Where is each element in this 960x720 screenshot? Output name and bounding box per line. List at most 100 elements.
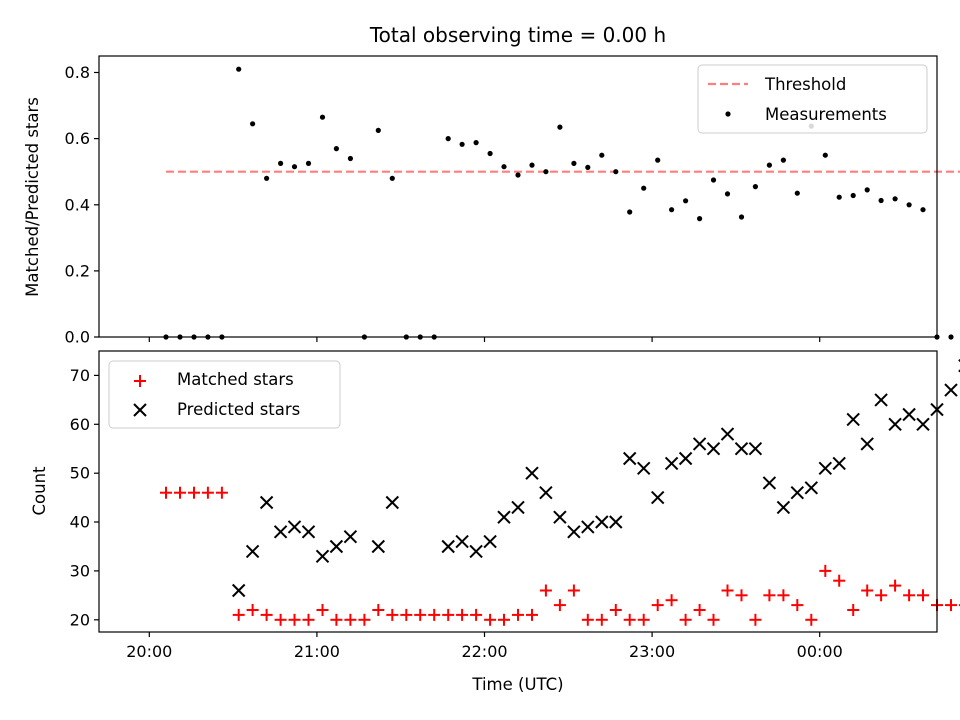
predicted-star-point xyxy=(734,441,749,456)
measurement-point xyxy=(389,175,395,181)
predicted-star-point xyxy=(581,520,595,534)
matched-star-point xyxy=(917,589,929,602)
bottom-y-tick-label: 70 xyxy=(70,366,90,385)
measurement-point xyxy=(515,172,521,178)
matched-star-point xyxy=(539,584,552,597)
top-panel: 0.00.20.40.60.8 Matched/Predicted stars … xyxy=(23,55,960,347)
chart-title: Total observing time = 0.00 h xyxy=(369,23,666,47)
matched-star-point xyxy=(749,613,762,626)
matched-star-point xyxy=(372,604,385,616)
matched-star-point xyxy=(609,604,622,616)
measurement-point xyxy=(738,214,745,220)
measurement-point xyxy=(333,146,339,152)
predicted-star-point xyxy=(622,451,637,466)
bottom-y-axis-label: Count xyxy=(30,466,49,516)
predicted-star-point xyxy=(455,534,469,549)
measurement-point xyxy=(305,160,312,166)
bottom-y-tick-label: 60 xyxy=(70,415,90,434)
predicted-star-point xyxy=(874,393,888,407)
predicted-star-point xyxy=(902,407,916,422)
top-y-axis: 0.0 0.2 0.4 0.6 0.8 xyxy=(65,63,99,347)
matched-star-point xyxy=(201,486,214,499)
matched-star-point xyxy=(623,613,636,626)
legend-matched-marker xyxy=(134,375,146,387)
matched-star-point xyxy=(512,608,524,621)
matched-star-point xyxy=(847,604,860,616)
measurement-point xyxy=(529,162,535,168)
matched-star-point xyxy=(302,613,315,626)
matched-star-point xyxy=(400,608,413,621)
bottom-y-tick-label: 20 xyxy=(70,610,90,629)
measurement-point xyxy=(501,164,507,170)
matched-star-point xyxy=(763,589,776,602)
matched-star-point xyxy=(344,613,357,626)
matched-star-point xyxy=(791,599,804,612)
predicted-star-point xyxy=(539,485,553,500)
bottom-y-axis: 20 30 40 50 60 70 xyxy=(70,366,99,629)
measurement-point xyxy=(710,177,717,183)
matched-star-point xyxy=(174,486,186,499)
matched-star-point xyxy=(358,613,371,626)
measurement-point xyxy=(599,152,605,158)
matched-star-point xyxy=(498,613,510,626)
measurement-point xyxy=(319,114,326,120)
measurement-point xyxy=(264,175,270,181)
predicted-star-point xyxy=(832,456,846,471)
matched-star-point xyxy=(889,579,902,592)
matched-star-point xyxy=(665,594,678,607)
measurement-point xyxy=(948,334,954,340)
bottom-y-tick-label: 50 xyxy=(70,464,90,483)
bottom-y-tick-label: 30 xyxy=(70,561,90,580)
x-tick-label: 23:00 xyxy=(629,642,675,661)
measurement-point xyxy=(291,164,298,170)
legend-matched-label: Matched stars xyxy=(177,370,294,389)
measurement-point xyxy=(473,140,479,146)
predicted-star-point xyxy=(343,529,358,544)
predicted-star-point xyxy=(748,441,763,456)
measurement-point xyxy=(459,141,465,147)
matched-star-point xyxy=(232,608,245,621)
predicted-star-point xyxy=(804,481,819,495)
measurement-point xyxy=(850,192,856,199)
predicted-star-point xyxy=(706,441,721,456)
legend-measurements-marker xyxy=(725,111,731,117)
matched-star-point xyxy=(595,613,608,626)
predicted-star-point xyxy=(231,583,246,598)
predicted-star-point xyxy=(287,520,302,534)
matched-star-point xyxy=(316,604,329,616)
predicted-star-point xyxy=(329,539,344,554)
measurement-point xyxy=(236,66,242,72)
measurement-point xyxy=(697,216,703,222)
top-axes-frame xyxy=(98,55,938,338)
predicted-star-point xyxy=(245,544,260,559)
measurement-point xyxy=(822,152,828,158)
measurement-point xyxy=(585,164,591,170)
predicted-star-point xyxy=(916,417,930,432)
measurement-point xyxy=(669,207,675,213)
x-tick-label: 22:00 xyxy=(461,642,507,661)
measurement-point xyxy=(278,160,284,166)
x-tick-label: 21:00 xyxy=(294,642,340,661)
matched-star-point xyxy=(735,589,748,602)
top-y-tick-label: 0.4 xyxy=(65,195,90,214)
matched-star-point xyxy=(581,613,594,626)
matched-star-point xyxy=(805,613,818,626)
predicted-star-point xyxy=(818,461,833,476)
predicted-star-point xyxy=(609,515,623,529)
predicted-star-point xyxy=(259,495,274,510)
predicted-star-point xyxy=(273,525,288,539)
predicted-star-point xyxy=(483,534,497,549)
x-tick-label: 00:00 xyxy=(797,642,843,661)
matched-star-point xyxy=(567,584,580,597)
matched-star-point xyxy=(679,613,692,626)
matched-star-point xyxy=(274,613,287,626)
predicted-star-point xyxy=(720,427,735,441)
matched-star-point xyxy=(707,613,720,626)
matched-star-point xyxy=(637,613,650,626)
matched-star-point xyxy=(246,604,259,616)
predicted-star-point xyxy=(497,510,511,524)
measurement-point xyxy=(250,121,256,127)
matched-star-point xyxy=(553,599,566,612)
measurement-point xyxy=(766,162,773,168)
measurement-point xyxy=(752,184,759,190)
